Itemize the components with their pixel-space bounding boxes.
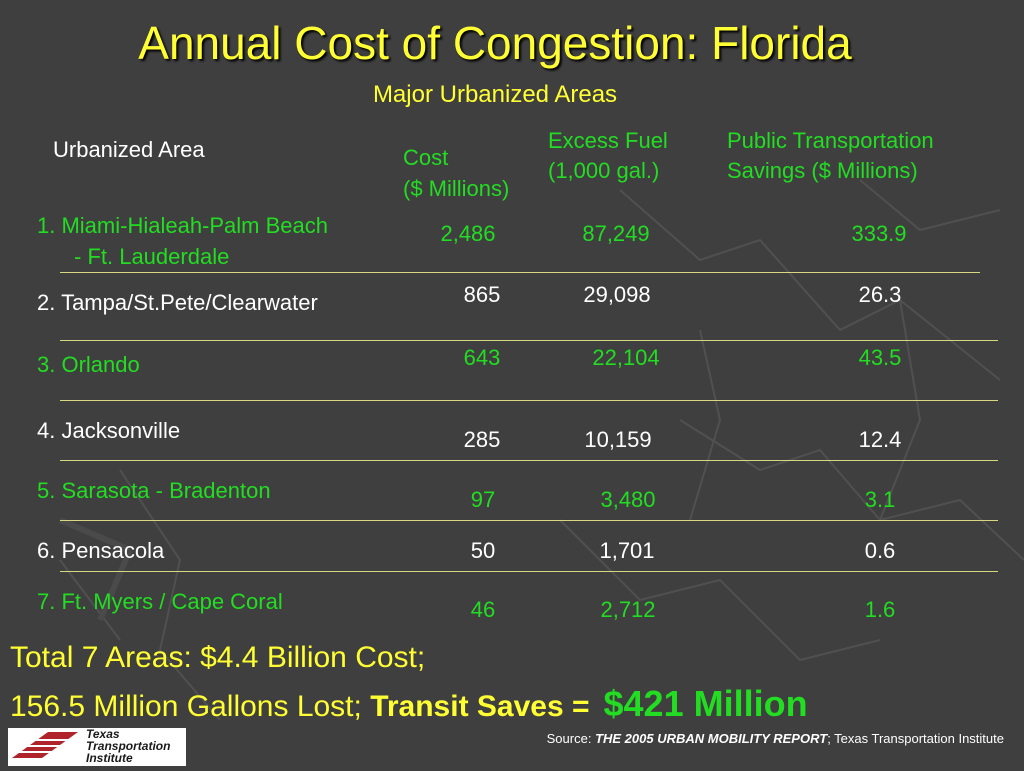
row-3-fuel: 22,104 [592, 345, 660, 370]
row-divider [60, 340, 998, 341]
row-2-area: 2. Tampa/St.Pete/Clearwater [37, 290, 318, 315]
row-1-cost: 2,486 [440, 221, 496, 246]
summary-gallons-lost: 156.5 Million Gallons Lost; [10, 690, 371, 723]
header-pt-line2: Savings ($ Millions) [727, 158, 918, 183]
row-2-savings: 26.3 [858, 282, 902, 307]
row-4-cost: 285 [463, 427, 501, 452]
row-5-fuel: 3,480 [600, 487, 656, 512]
row-divider [60, 460, 998, 461]
row-7-savings: 1.6 [864, 597, 896, 622]
logo-text-transportation: Transportation [86, 739, 171, 753]
header-pt-line1: Public Transportation [727, 128, 934, 153]
row-6-fuel: 1,701 [599, 538, 655, 563]
row-3-savings: 43.5 [858, 345, 902, 370]
row-3-area: 3. Orlando [37, 352, 140, 377]
source-label: Source: [546, 731, 596, 746]
logo-text-texas: Texas [86, 727, 120, 741]
page-subtitle: Major Urbanized Areas [372, 81, 618, 108]
header-urbanized-area: Urbanized Area [53, 137, 205, 162]
logo-text-institute: Institute [86, 751, 133, 765]
header-cost-line1: Cost [403, 145, 449, 170]
row-6-cost: 50 [470, 538, 496, 563]
row-2-fuel: 29,098 [583, 282, 651, 307]
row-divider [60, 400, 998, 401]
row-2-cost: 865 [463, 282, 501, 307]
header-fuel-line2: (1,000 gal.) [548, 158, 660, 183]
row-4-savings: 12.4 [858, 427, 902, 452]
row-7-fuel: 2,712 [600, 597, 656, 622]
row-1-area-line1: 1. Miami-Hialeah-Palm Beach [37, 213, 328, 238]
row-divider [60, 520, 998, 521]
tti-logo: Texas Transportation Institute [8, 728, 186, 766]
summary-total-cost: Total 7 Areas: $4.4 Billion Cost; [10, 641, 426, 674]
row-divider [60, 272, 980, 273]
source-org: ; Texas Transportation Institute [827, 731, 1004, 746]
row-1-savings: 333.9 [851, 221, 907, 246]
row-1-area-line2: - Ft. Lauderdale [74, 244, 230, 269]
header-fuel-line1: Excess Fuel [548, 128, 668, 153]
source-citation: Source: THE 2005 URBAN MOBILITY REPORT; … [547, 731, 1004, 746]
row-7-cost: 46 [470, 597, 496, 622]
summary-transit-saves: Transit Saves = [370, 690, 590, 723]
row-6-savings: 0.6 [864, 538, 896, 563]
row-5-cost: 97 [470, 487, 496, 512]
row-3-cost: 643 [463, 345, 501, 370]
page-title: Annual Cost of Congestion: Florida [138, 17, 852, 69]
row-6-area: 6. Pensacola [37, 538, 165, 563]
row-5-savings: 3.1 [864, 487, 896, 512]
source-report: THE 2005 URBAN MOBILITY REPORT [595, 731, 828, 746]
header-cost-line2: ($ Millions) [403, 176, 510, 201]
row-7-area: 7. Ft. Myers / Cape Coral [37, 589, 283, 614]
row-5-area: 5. Sarasota - Bradenton [37, 478, 271, 503]
row-divider [60, 571, 998, 572]
row-4-fuel: 10,159 [584, 427, 652, 452]
row-4-area: 4. Jacksonville [37, 418, 181, 443]
summary-transit-amount: $421 Million [603, 683, 808, 724]
tti-logo-mark-icon [10, 732, 80, 758]
row-1-fuel: 87,249 [582, 221, 650, 246]
summary-line2: 156.5 Million Gallons Lost; Transit Save… [10, 686, 808, 725]
